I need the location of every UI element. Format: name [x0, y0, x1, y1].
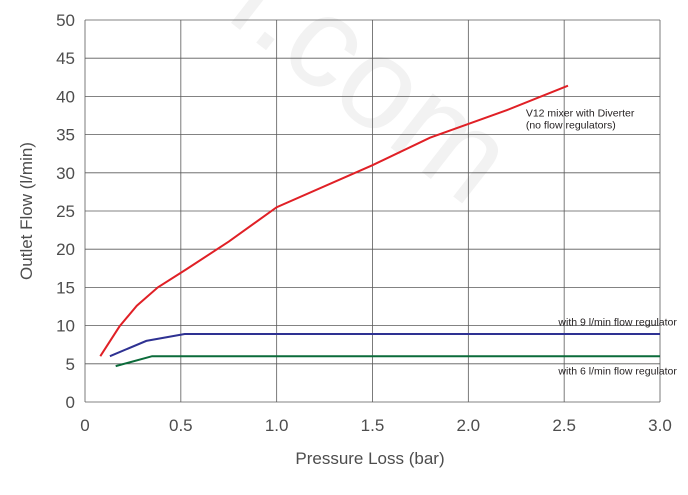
- x-tick-label: 1.0: [265, 416, 289, 435]
- series-label: with 6 l/min flow regulator: [557, 365, 677, 377]
- y-tick-label: 5: [66, 355, 75, 374]
- series-line-3: [115, 355, 660, 368]
- x-tick-label: 2.5: [552, 416, 576, 435]
- series-line-1: [99, 84, 569, 357]
- y-tick-label: 35: [56, 126, 75, 145]
- series-label: (no flow regulators): [526, 119, 616, 131]
- y-tick-label: 25: [56, 202, 75, 221]
- series-label: with 9 l/min flow regulator: [557, 317, 677, 329]
- y-tick-label: 20: [56, 240, 75, 259]
- series-line-2: [109, 333, 660, 358]
- y-tick-label: 15: [56, 278, 75, 297]
- y-axis-title: Outlet Flow (l/min): [17, 142, 36, 280]
- y-tick-label: 50: [56, 11, 75, 30]
- y-tick-label: 10: [56, 317, 75, 336]
- x-tick-label: 0.5: [169, 416, 193, 435]
- x-tick-label: 0: [80, 416, 89, 435]
- series-label: V12 mixer with Diverter: [526, 107, 635, 119]
- y-tick-label: 30: [56, 164, 75, 183]
- y-tick-label: 45: [56, 49, 75, 68]
- x-axis-title: Pressure Loss (bar): [295, 449, 444, 468]
- y-tick-label: 40: [56, 87, 75, 106]
- x-tick-label: 2.0: [457, 416, 481, 435]
- y-tick-label: 0: [66, 393, 75, 412]
- x-tick-label: 1.5: [361, 416, 385, 435]
- x-tick-label: 3.0: [648, 416, 672, 435]
